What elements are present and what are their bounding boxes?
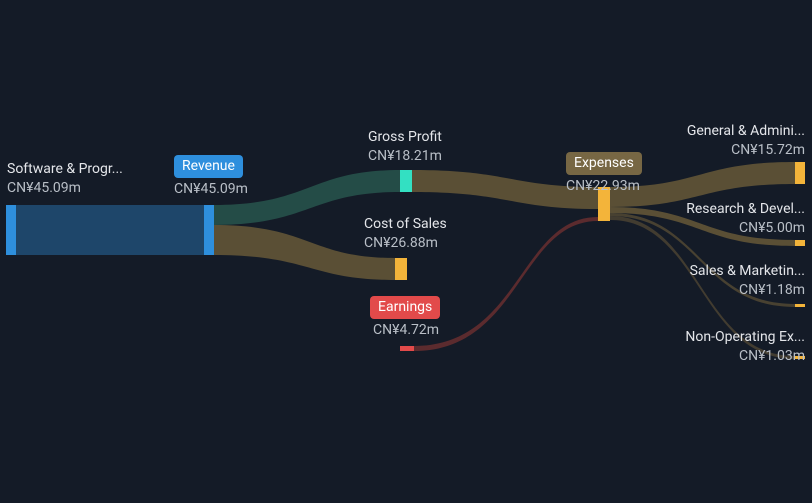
revenue-badge: Revenue <box>174 155 243 178</box>
node-label-gross-profit: Gross Profit CN¥18.21m <box>368 128 442 166</box>
node-label-cost-of-sales: Cost of Sales CN¥26.88m <box>364 215 447 253</box>
ga-value: CN¥15.72m <box>687 141 805 160</box>
earnings-badge: Earnings <box>370 296 440 319</box>
node-label-earnings: Earnings CN¥4.72m <box>370 296 440 340</box>
node-label-ga: General & Admini... CN¥15.72m <box>687 122 805 160</box>
sankey-node-rd <box>795 240 805 246</box>
sankey-node-revenue <box>204 205 214 255</box>
sankey-node-cost_of_sales <box>395 258 407 280</box>
sankey-node-earnings <box>400 346 414 351</box>
rd-name: Research & Devel... <box>686 200 805 219</box>
nonop-value: CN¥1.03m <box>685 347 805 366</box>
node-label-rd: Research & Devel... CN¥5.00m <box>686 200 805 238</box>
sm-value: CN¥1.18m <box>690 281 805 300</box>
sankey-node-sm <box>795 304 805 307</box>
node-label-nonop: Non-Operating Ex... CN¥1.03m <box>685 328 805 366</box>
expenses-badge: Expenses <box>566 152 642 175</box>
rd-value: CN¥5.00m <box>686 219 805 238</box>
sankey-node-ga <box>795 162 805 184</box>
software-value: CN¥45.09m <box>7 179 123 198</box>
gross-profit-name: Gross Profit <box>368 128 442 147</box>
earnings-value: CN¥4.72m <box>370 321 440 340</box>
nonop-name: Non-Operating Ex... <box>685 328 805 347</box>
ga-name: General & Admini... <box>687 122 805 141</box>
sm-name: Sales & Marketin... <box>690 262 805 281</box>
gross-profit-value: CN¥18.21m <box>368 147 442 166</box>
revenue-value: CN¥45.09m <box>174 180 248 199</box>
sankey-link-software-revenue <box>16 205 204 255</box>
software-name: Software & Progr... <box>7 160 123 179</box>
node-label-software: Software & Progr... CN¥45.09m <box>7 160 123 198</box>
sankey-node-software <box>6 205 16 255</box>
cost-of-sales-value: CN¥26.88m <box>364 234 447 253</box>
node-label-revenue: Revenue CN¥45.09m <box>174 155 248 199</box>
cost-of-sales-name: Cost of Sales <box>364 215 447 234</box>
node-label-sm: Sales & Marketin... CN¥1.18m <box>690 262 805 300</box>
sankey-node-gross_profit <box>400 170 412 192</box>
expenses-value: CN¥22.93m <box>566 177 642 196</box>
node-label-expenses: Expenses CN¥22.93m <box>566 152 642 196</box>
